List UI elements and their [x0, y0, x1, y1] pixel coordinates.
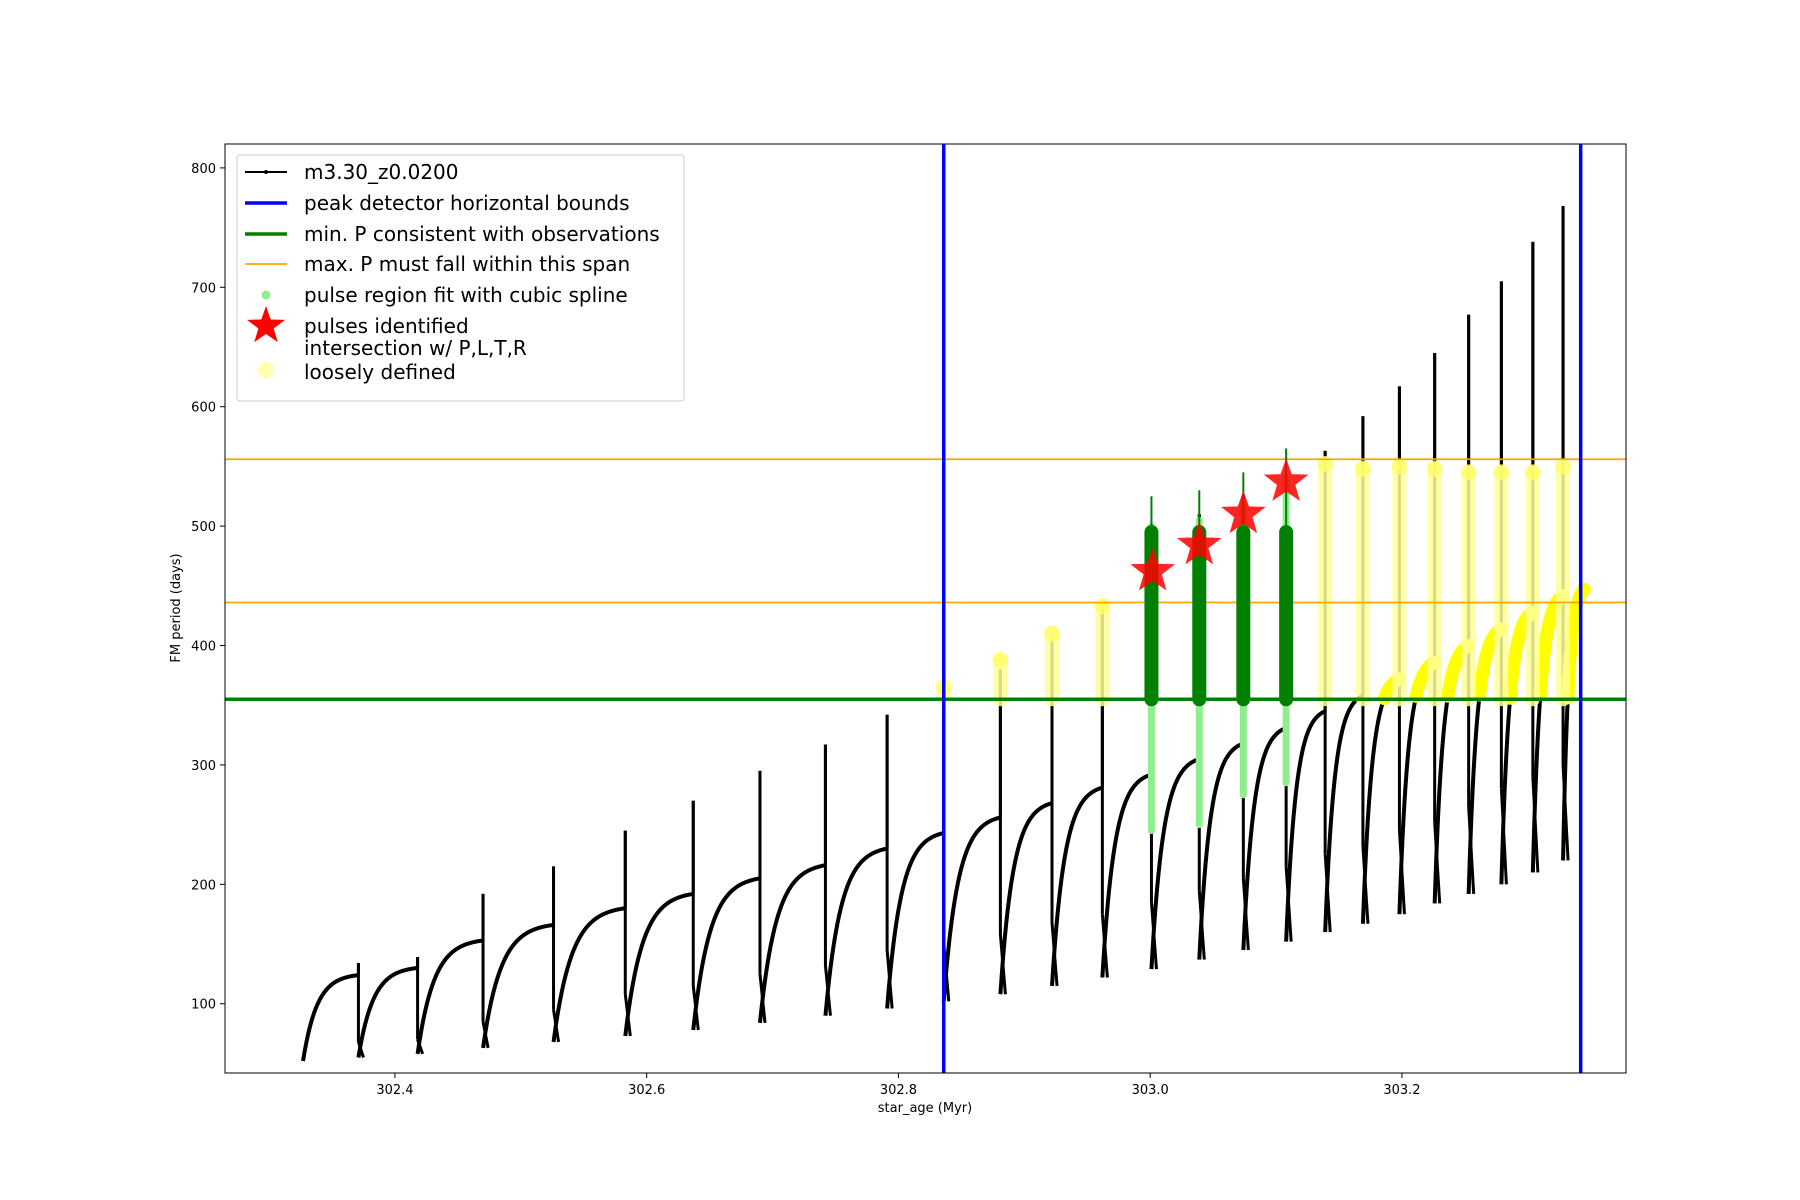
x-tick-label: 303.2 — [1383, 1083, 1420, 1098]
period-cycle-3 — [481, 922, 554, 1049]
series-pulses-identified — [1130, 458, 1309, 591]
period-cycle-16 — [1241, 726, 1287, 951]
intersection-top-7 — [1426, 460, 1443, 477]
legend-item: min. P consistent with observations — [245, 222, 660, 246]
reference-lines — [225, 144, 1626, 1073]
x-tick-label: 302.6 — [628, 1083, 665, 1098]
legend-dot-handle — [261, 290, 271, 300]
legend-item: intersection w/ P,L,T,R loosely defined — [258, 336, 527, 384]
pulse-star-2 — [1221, 490, 1266, 534]
period-cycle-4 — [551, 906, 626, 1043]
period-cycle-17 — [1284, 709, 1327, 942]
legend-marker-handle — [264, 170, 268, 174]
y-tick-label: 800 — [191, 162, 216, 177]
plot-frame — [224, 143, 1627, 1074]
y-axis-title: FM period (days) — [169, 553, 184, 662]
intersection-top-5 — [1354, 460, 1371, 477]
legend-label: pulse region fit with cubic spline — [304, 283, 628, 307]
period-cycle-9 — [885, 831, 945, 1009]
period-cycle-0 — [301, 973, 359, 1062]
legend-item: max. P must fall within this span — [245, 252, 630, 276]
y-tick-label: 400 — [191, 640, 216, 655]
x-axis: 302.4 302.6 302.8 303.0 303.2 — [376, 1073, 1421, 1098]
y-tick-label: 600 — [191, 401, 216, 416]
period-cycle-10 — [941, 815, 1001, 1002]
legend-item: pulse region fit with cubic spline — [261, 283, 628, 307]
intersection-top-1 — [992, 651, 1009, 668]
period-cycle-5 — [623, 891, 694, 1037]
legend-label-line: intersection w/ P,L,T,R — [304, 336, 527, 360]
legend-label: intersection w/ P,L,T,R loosely defined — [304, 336, 527, 384]
intersection-top-8 — [1460, 464, 1477, 481]
intersection-top-6 — [1391, 458, 1408, 475]
period-cycle-11 — [998, 801, 1053, 995]
intersection-top-9 — [1493, 464, 1510, 481]
legend-item: peak detector horizontal bounds — [245, 191, 630, 215]
period-cycle-6 — [691, 876, 761, 1031]
plot-area — [225, 144, 1626, 1073]
y-tick-label: 300 — [191, 759, 216, 774]
x-tick-label: 302.4 — [376, 1083, 413, 1098]
x-axis-title: star_age (Myr) — [878, 1101, 972, 1116]
y-tick-label: 500 — [191, 520, 216, 535]
x-tick-label: 303.0 — [1132, 1083, 1169, 1098]
legend-box — [236, 154, 685, 402]
period-cycle-13 — [1100, 772, 1153, 978]
legend-star-handle — [246, 306, 286, 343]
y-tick-label: 700 — [191, 281, 216, 296]
legend-label-line: loosely defined — [304, 360, 456, 384]
y-axis: 100 200 300 400 500 600 700 800 — [191, 162, 225, 1013]
pulse-star-0 — [1130, 548, 1176, 591]
pulse-star-3 — [1263, 458, 1309, 501]
period-cycle-12 — [1050, 785, 1103, 986]
intersection-top-2 — [1044, 625, 1061, 642]
y-tick-label: 100 — [191, 998, 216, 1013]
x-tick-label: 302.8 — [880, 1083, 917, 1098]
legend-label: max. P must fall within this span — [304, 252, 630, 276]
period-cycle-15 — [1197, 741, 1245, 960]
legend-label: min. P consistent with observations — [304, 222, 660, 246]
period-cycle-1 — [356, 965, 418, 1058]
period-cycle-14 — [1149, 757, 1200, 970]
intersection-top-10 — [1524, 464, 1541, 481]
pulse-star-1 — [1176, 521, 1222, 565]
legend-label: peak detector horizontal bounds — [304, 191, 630, 215]
intersection-top-3 — [1094, 598, 1111, 615]
legend-label: m3.30_z0.0200 — [304, 160, 459, 184]
intersection-top-11 — [1555, 458, 1572, 475]
legend-circle-handle — [258, 362, 274, 378]
legend-item: pulses identified — [246, 306, 469, 343]
y-tick-label: 200 — [191, 878, 216, 893]
legend-label: pulses identified — [304, 314, 469, 338]
period-cycle-7 — [757, 863, 826, 1024]
period-cycle-8 — [823, 846, 888, 1016]
legend-item: m3.30_z0.0200 — [245, 160, 459, 184]
period-cycle-2 — [415, 938, 484, 1055]
